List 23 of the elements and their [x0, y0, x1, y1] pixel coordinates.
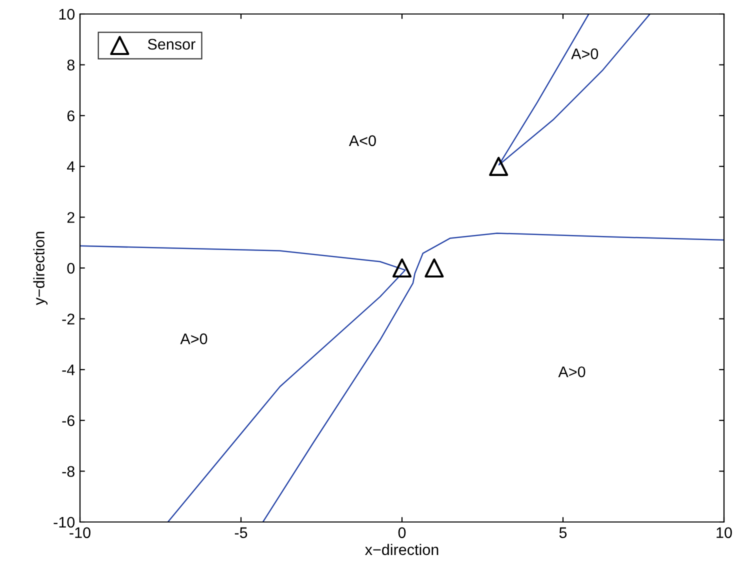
y-tick-label: -4: [62, 364, 75, 376]
y-tick-label: 4: [66, 161, 75, 172]
y-tick-label: 0: [67, 262, 75, 274]
y-axis-title: y−direction: [33, 232, 48, 306]
y-tick-label: -2: [62, 314, 74, 324]
x-tick-label: 5: [559, 527, 567, 538]
line-series: [262, 232, 724, 522]
y-tick-label: 6: [67, 110, 74, 122]
x-axis-title: x−direction: [365, 544, 438, 556]
x-tick-label: -5: [234, 527, 248, 538]
y-tick-label: -8: [62, 466, 74, 477]
y-tick-label: 8: [67, 60, 74, 70]
annotation: A>0: [571, 48, 598, 60]
annotation: A>0: [558, 366, 586, 378]
y-tick-label: -6: [62, 415, 74, 426]
x-tick-label: 10: [716, 527, 732, 538]
y-tick-label: -10: [54, 516, 75, 528]
y-tick-label: 2: [67, 212, 74, 223]
legend-label: Sensor: [148, 38, 196, 50]
annotation: A<0: [348, 135, 376, 146]
y-tick-label: 10: [59, 8, 75, 20]
annotation: A>0: [180, 333, 208, 344]
x-tick-label: 0: [398, 527, 406, 538]
